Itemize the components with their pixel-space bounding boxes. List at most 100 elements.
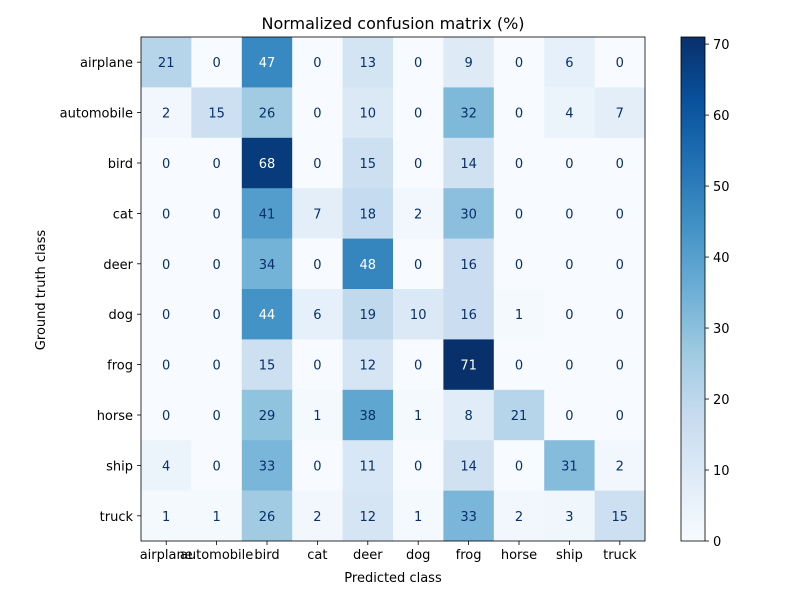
matrix-cell xyxy=(342,289,394,340)
cell-value-label: 0 xyxy=(162,207,170,222)
matrix-cell xyxy=(292,339,343,391)
cell-value-label: 4 xyxy=(565,107,573,122)
x-tick-label: deer xyxy=(353,548,383,563)
x-tick-label: frog xyxy=(456,548,482,563)
cell-value-label: 33 xyxy=(460,510,477,525)
cell-value-label: 21 xyxy=(158,56,175,71)
matrix-cell xyxy=(544,37,595,88)
cell-value-label: 0 xyxy=(414,107,422,122)
cell-value-label: 1 xyxy=(162,510,170,525)
matrix-cell xyxy=(544,137,595,189)
matrix-cell xyxy=(594,490,646,542)
cell-value-label: 0 xyxy=(162,258,170,273)
colorbar-tick-label: 10 xyxy=(713,464,730,479)
y-tick-label: truck xyxy=(100,510,134,525)
matrix-cell xyxy=(443,238,495,290)
cell-value-label: 0 xyxy=(616,56,624,71)
matrix-cell xyxy=(544,490,595,542)
cell-value-label: 15 xyxy=(259,359,276,374)
cell-value-label: 2 xyxy=(414,207,422,222)
matrix-cell xyxy=(544,238,595,290)
y-tick-label: deer xyxy=(103,258,133,273)
cell-value-label: 0 xyxy=(565,308,573,323)
matrix-cell xyxy=(292,37,343,88)
matrix-cell xyxy=(443,37,495,88)
matrix-cell xyxy=(241,188,293,239)
cell-value-label: 0 xyxy=(616,157,624,172)
matrix-cell xyxy=(191,389,243,441)
matrix-cell xyxy=(292,188,343,239)
matrix-cell xyxy=(544,87,595,139)
cell-value-label: 0 xyxy=(212,56,220,71)
matrix-cell xyxy=(141,339,192,391)
cell-value-label: 0 xyxy=(414,56,422,71)
cell-value-label: 0 xyxy=(616,409,624,424)
cell-value-label: 7 xyxy=(313,207,321,222)
cell-value-label: 0 xyxy=(162,157,170,172)
cell-value-label: 44 xyxy=(259,308,276,323)
matrix-cells: 21 0 47 0 13 0 9 0 6 02 15 26 0 10 0 32 0 4 70 0 68 0 15 0 14 0 0 0… xyxy=(140,36,646,542)
matrix-cell xyxy=(393,389,444,441)
matrix-cell xyxy=(544,289,595,340)
cell-value-label: 6 xyxy=(313,308,321,323)
cell-value-label: 16 xyxy=(460,258,477,273)
matrix-cell xyxy=(393,490,444,542)
matrix-cell xyxy=(393,339,444,391)
x-tick-label: bird xyxy=(254,548,279,563)
matrix-cell xyxy=(191,137,243,189)
cell-value-label: 0 xyxy=(565,359,573,374)
matrix-cell xyxy=(191,87,243,139)
matrix-cell xyxy=(493,490,545,542)
y-tick-labels: airplane automobile bird cat deer dog frog hors… xyxy=(60,56,141,525)
cell-value-label: 0 xyxy=(313,107,321,122)
matrix-cell xyxy=(493,339,545,391)
matrix-cell xyxy=(191,289,243,340)
y-tick-label: frog xyxy=(107,359,133,374)
x-tick-label: ship xyxy=(556,548,583,563)
matrix-cell xyxy=(292,238,343,290)
matrix-cell xyxy=(342,87,394,139)
matrix-cell xyxy=(544,188,595,239)
matrix-cell xyxy=(241,289,293,340)
cell-value-label: 2 xyxy=(616,459,624,474)
colorbar-ticks: 0 10 20 30 40 50 60 70 xyxy=(705,38,730,550)
colorbar-tick-label: 50 xyxy=(713,180,730,195)
cell-value-label: 0 xyxy=(515,207,523,222)
cell-value-label: 38 xyxy=(360,409,377,424)
matrix-cell xyxy=(342,137,394,189)
matrix-cell xyxy=(594,238,646,290)
cell-value-label: 0 xyxy=(212,207,220,222)
matrix-cell xyxy=(141,289,192,340)
matrix-cell xyxy=(493,389,545,441)
cell-value-label: 0 xyxy=(616,308,624,323)
x-tick-label: airplane xyxy=(140,548,193,563)
matrix-cell xyxy=(292,289,343,340)
matrix-cell xyxy=(141,137,192,189)
cell-value-label: 13 xyxy=(360,56,377,71)
matrix-cell xyxy=(241,490,293,542)
matrix-cell xyxy=(493,188,545,239)
cell-value-label: 0 xyxy=(565,258,573,273)
cell-value-label: 15 xyxy=(612,510,629,525)
cell-value-label: 26 xyxy=(259,510,276,525)
cell-value-label: 0 xyxy=(212,459,220,474)
cell-value-label: 0 xyxy=(616,207,624,222)
cell-value-label: 0 xyxy=(414,459,422,474)
x-tick-label: horse xyxy=(501,548,537,563)
cell-value-label: 0 xyxy=(515,107,523,122)
matrix-cell xyxy=(544,339,595,391)
x-tick-label: cat xyxy=(307,548,327,563)
cell-value-label: 10 xyxy=(360,107,377,122)
matrix-cell xyxy=(594,37,646,88)
matrix-cell xyxy=(191,490,243,542)
colorbar-tick-label: 70 xyxy=(713,38,730,53)
cell-value-label: 31 xyxy=(561,459,578,474)
matrix-cell xyxy=(342,490,394,542)
cell-value-label: 0 xyxy=(212,258,220,273)
matrix-cell xyxy=(443,339,495,391)
chart-title: Normalized confusion matrix (%) xyxy=(261,14,524,33)
x-tick-label: automobile xyxy=(180,548,253,563)
matrix-cell xyxy=(241,137,293,189)
matrix-cell xyxy=(241,389,293,441)
